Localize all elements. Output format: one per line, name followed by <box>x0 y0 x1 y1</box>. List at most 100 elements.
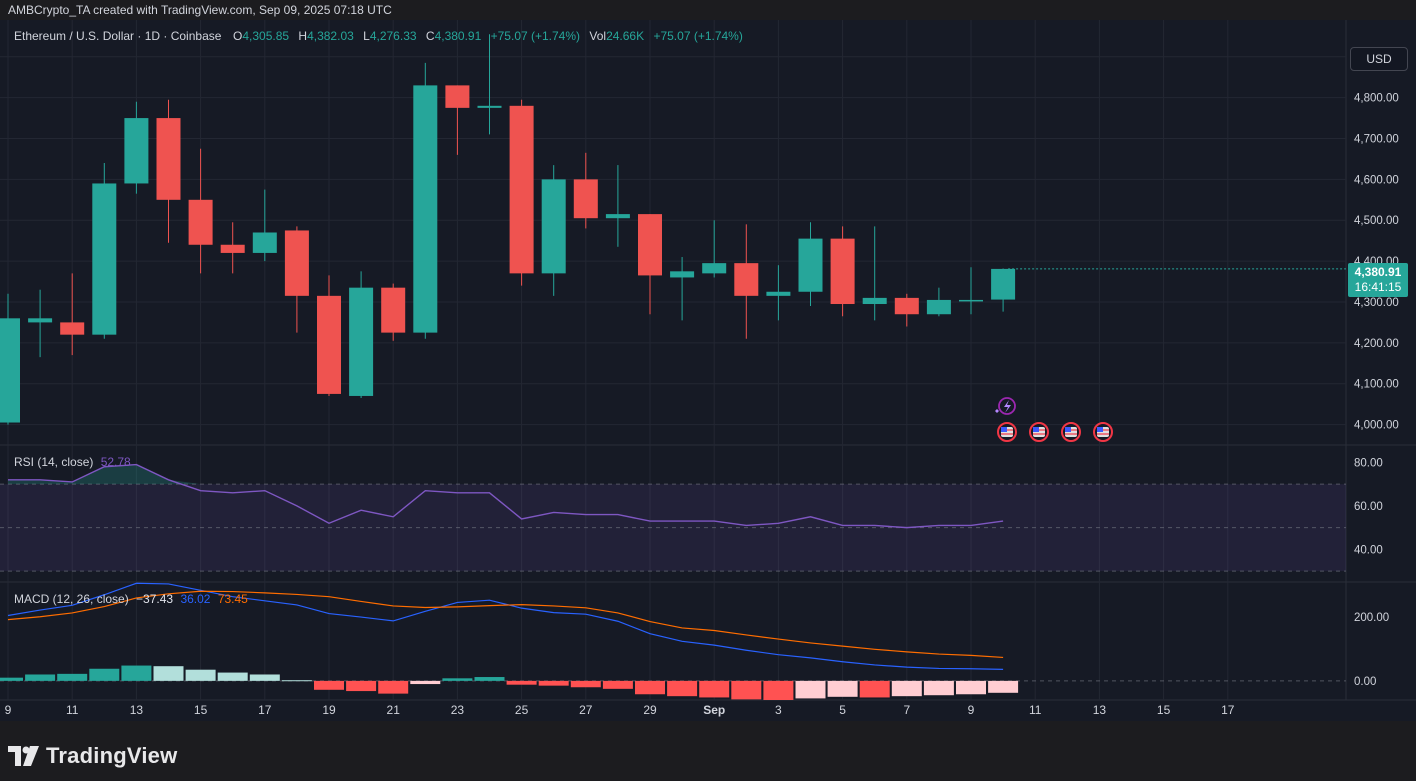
candle-body <box>702 263 727 274</box>
open-label: O <box>233 29 242 43</box>
candle[interactable] <box>413 62 438 339</box>
candle[interactable] <box>28 289 53 358</box>
macd-histogram-bar <box>25 674 56 681</box>
candle[interactable] <box>573 152 598 229</box>
rsi-axis-label: 80.00 <box>1354 457 1383 469</box>
candle-body <box>573 179 598 219</box>
macd-histogram-bar <box>0 677 23 681</box>
candle[interactable] <box>830 226 855 317</box>
candle[interactable] <box>670 257 695 321</box>
us-flag-event-icon[interactable] <box>1029 422 1049 442</box>
currency-button[interactable]: USD <box>1350 47 1408 71</box>
macd-histogram-bar <box>923 680 954 696</box>
candle[interactable] <box>317 275 341 396</box>
candle[interactable] <box>124 101 149 194</box>
tradingview-logo[interactable]: TradingView <box>8 743 177 769</box>
candle-body <box>381 287 406 333</box>
macd-histogram-bar <box>956 680 986 695</box>
candle[interactable] <box>188 148 213 274</box>
candle-body <box>959 299 983 302</box>
bar-countdown: 16:41:15 <box>1355 280 1402 294</box>
macd-axis-label: 200.00 <box>1354 612 1389 624</box>
time-axis-label: 13 <box>130 703 144 717</box>
candle[interactable] <box>798 222 823 307</box>
price-axis-label: 4,500.00 <box>1354 215 1399 227</box>
candle[interactable] <box>381 283 406 341</box>
candle[interactable] <box>862 226 887 321</box>
candle-body <box>188 199 213 245</box>
candle-body <box>156 118 181 200</box>
chart-canvas[interactable]: 4,000.004,100.004,200.004,300.004,400.00… <box>0 20 1416 721</box>
candle[interactable] <box>734 224 759 339</box>
tradingview-logo-icon <box>8 746 40 766</box>
candle[interactable] <box>445 85 470 155</box>
candle[interactable] <box>252 189 277 262</box>
macd-histogram-bar <box>827 680 858 697</box>
candle[interactable] <box>766 265 791 321</box>
rsi-legend[interactable]: RSI (14, close) 52.78 <box>14 455 131 469</box>
candle-body <box>445 85 470 108</box>
us-flag-event-icon[interactable] <box>1061 422 1081 442</box>
price-axis-label: 4,800.00 <box>1354 93 1399 105</box>
candle-body <box>124 118 149 184</box>
macd-histogram-bar <box>699 680 730 698</box>
macd-histogram-bar <box>442 678 473 681</box>
macd-label: MACD (12, 26, close) <box>14 592 129 606</box>
time-axis-label: 19 <box>322 703 336 717</box>
candle[interactable] <box>477 34 502 135</box>
macd-legend[interactable]: MACD (12, 26, close) −37.43 36.02 73.45 <box>14 592 248 606</box>
macd-histogram-bar <box>795 680 826 699</box>
candle[interactable] <box>894 293 919 327</box>
time-axis-label: 5 <box>839 703 846 717</box>
macd-histogram-bar <box>410 680 441 685</box>
economic-events[interactable] <box>995 397 1113 442</box>
time-axis-label: 9 <box>5 703 12 717</box>
time-axis-label: 15 <box>1157 703 1171 717</box>
high-value: 4,382.03 <box>307 29 354 43</box>
price-axis-label: 4,300.00 <box>1354 297 1399 309</box>
symbol-title[interactable]: Ethereum / U.S. Dollar · 1D · Coinbase <box>14 29 222 43</box>
candle-body <box>766 291 791 296</box>
us-flag-event-icon[interactable] <box>997 422 1017 442</box>
candle[interactable] <box>0 293 20 425</box>
macd-hist-value: −37.43 <box>136 592 173 606</box>
candle[interactable] <box>349 271 374 399</box>
candle-body <box>60 322 85 335</box>
candle[interactable] <box>509 99 534 286</box>
candle[interactable] <box>92 163 117 339</box>
macd-histogram-bar <box>731 680 762 700</box>
candle[interactable] <box>638 214 662 315</box>
macd-histogram-bar <box>314 680 344 690</box>
candle[interactable] <box>991 268 1016 312</box>
macd-signal-line <box>7 590 1004 659</box>
brand-name: TradingView <box>46 743 178 768</box>
candle-body <box>252 232 277 253</box>
attribution-bar: AMBCrypto_TA created with TradingView.co… <box>0 0 1416 20</box>
last-price-value: 4,380.91 <box>1355 265 1402 279</box>
macd-histogram-bar <box>281 680 312 682</box>
macd-line-value: 36.02 <box>180 592 210 606</box>
candle[interactable] <box>284 226 309 333</box>
time-axis-label: 23 <box>451 703 465 717</box>
chart-area[interactable]: 4,000.00 4,100.00 4,200.00 4,300.00 4,400.00… <box>0 20 1416 721</box>
macd-histogram-bar <box>217 672 248 681</box>
candle[interactable] <box>959 267 983 315</box>
time-axis-label: 27 <box>579 703 593 717</box>
candle[interactable] <box>156 99 181 243</box>
candle[interactable] <box>541 165 566 296</box>
footer: TradingView <box>0 721 1416 781</box>
candle[interactable] <box>605 165 630 247</box>
vol-label: Vol <box>589 29 606 43</box>
lightning-event-icon[interactable] <box>995 397 1016 415</box>
candle-body <box>798 238 823 292</box>
candle[interactable] <box>60 273 85 356</box>
candle[interactable] <box>926 287 951 317</box>
us-flag-event-icon[interactable] <box>1093 422 1113 442</box>
time-axis-label: 15 <box>194 703 208 717</box>
low-value: 4,276.33 <box>370 29 417 43</box>
candle[interactable] <box>702 220 727 278</box>
candle[interactable] <box>220 222 245 274</box>
candle-body <box>894 297 919 315</box>
macd-histogram-bar <box>474 677 505 681</box>
macd-histogram-bar <box>506 680 537 685</box>
